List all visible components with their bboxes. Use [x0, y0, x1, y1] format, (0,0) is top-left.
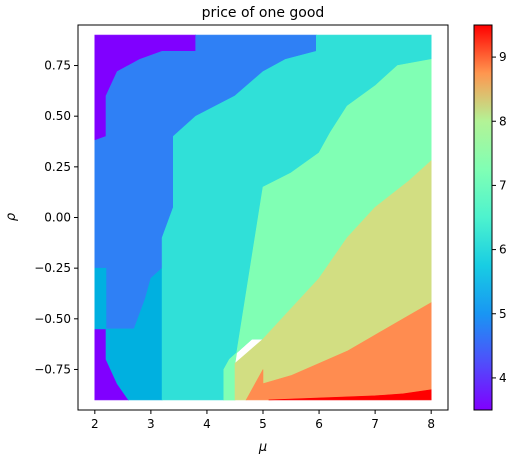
x-tick-label: 7	[371, 417, 379, 431]
x-tick-label: 6	[315, 417, 323, 431]
x-tick-label: 8	[427, 417, 435, 431]
heatmap-region-9	[268, 389, 432, 401]
colorbar-tick-label: 9	[499, 50, 507, 64]
heatmap-region-6	[223, 362, 236, 401]
y-axis-label: ρ	[4, 212, 19, 221]
x-tick-label: 2	[91, 417, 99, 431]
x-axis-label: μ	[258, 440, 267, 455]
y-tick-label: −0.75	[34, 362, 71, 376]
y-tick-label: 0.50	[44, 109, 71, 123]
y-tick-label: −0.25	[34, 261, 71, 275]
y-tick-label: −0.50	[34, 312, 71, 326]
y-tick-label: 0.25	[44, 160, 71, 174]
x-axis: 2 3 4 5 6 7 8	[91, 410, 435, 431]
colorbar-tick-label: 7	[499, 178, 507, 192]
colorbar-tick-label: 8	[499, 114, 507, 128]
y-tick-label: 0.75	[44, 59, 71, 73]
x-tick-label: 3	[147, 417, 155, 431]
colorbar-tick-label: 6	[499, 243, 507, 257]
x-tick-label: 4	[203, 417, 211, 431]
y-axis: −0.75 −0.50 −0.25 0.00 0.25 0.50 0.75	[34, 59, 78, 376]
colorbar	[473, 24, 493, 411]
heatmap-regions	[94, 34, 432, 401]
y-tick-label: 0.00	[44, 211, 71, 225]
colorbar-ticks: 4 5 6 7 8 9	[492, 50, 507, 385]
colorbar-tick-label: 4	[499, 371, 507, 385]
colorbar-tick-label: 5	[499, 307, 507, 321]
x-tick-label: 5	[259, 417, 267, 431]
chart-title: price of one good	[202, 5, 325, 21]
